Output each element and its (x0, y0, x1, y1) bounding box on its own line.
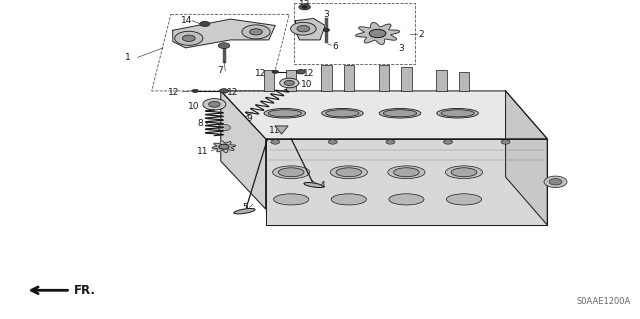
Circle shape (299, 4, 310, 10)
Circle shape (544, 176, 567, 188)
Text: 14: 14 (180, 16, 192, 25)
Circle shape (296, 70, 305, 74)
Polygon shape (356, 23, 399, 44)
Text: FR.: FR. (74, 284, 95, 297)
Text: 5: 5 (242, 204, 248, 212)
Ellipse shape (447, 194, 482, 205)
Circle shape (501, 140, 510, 144)
Ellipse shape (445, 166, 483, 179)
Circle shape (218, 124, 230, 131)
Ellipse shape (383, 110, 417, 117)
Ellipse shape (268, 110, 301, 117)
Polygon shape (221, 91, 266, 209)
Ellipse shape (451, 168, 477, 177)
Text: 8: 8 (197, 119, 203, 128)
Circle shape (284, 80, 294, 85)
Ellipse shape (274, 194, 309, 205)
Ellipse shape (388, 194, 424, 205)
Text: 7: 7 (218, 66, 223, 75)
Text: 12: 12 (303, 69, 315, 78)
Text: 11: 11 (269, 126, 280, 135)
Polygon shape (173, 19, 275, 48)
Ellipse shape (278, 168, 304, 177)
Ellipse shape (379, 108, 421, 118)
Bar (401, 67, 412, 91)
Circle shape (218, 43, 230, 48)
Ellipse shape (330, 166, 367, 179)
Ellipse shape (332, 194, 367, 205)
Circle shape (297, 26, 310, 32)
Circle shape (182, 35, 195, 41)
Circle shape (242, 25, 270, 39)
Text: 12: 12 (255, 69, 266, 78)
Text: 6: 6 (333, 42, 339, 51)
Bar (436, 70, 447, 91)
Polygon shape (221, 91, 547, 139)
Ellipse shape (326, 110, 359, 117)
Polygon shape (266, 139, 547, 225)
Bar (459, 72, 469, 91)
Circle shape (272, 70, 278, 73)
Ellipse shape (394, 168, 419, 177)
Circle shape (328, 140, 337, 144)
Text: 4: 4 (320, 181, 326, 190)
Text: 2: 2 (418, 30, 424, 39)
Bar (344, 65, 354, 91)
Ellipse shape (441, 110, 474, 117)
Ellipse shape (264, 108, 306, 118)
Circle shape (280, 78, 299, 88)
Text: 10: 10 (188, 102, 200, 111)
Ellipse shape (436, 108, 479, 118)
Bar (264, 70, 274, 91)
Circle shape (200, 21, 210, 26)
Bar (321, 65, 332, 91)
Circle shape (302, 6, 307, 8)
Bar (379, 65, 389, 91)
Circle shape (175, 31, 203, 45)
Circle shape (220, 89, 228, 93)
Ellipse shape (304, 182, 323, 188)
Circle shape (271, 140, 280, 144)
Text: S0AAE1200A: S0AAE1200A (576, 297, 630, 306)
Bar (286, 70, 296, 91)
Ellipse shape (336, 168, 362, 177)
Text: 12: 12 (168, 88, 179, 97)
Circle shape (219, 144, 229, 149)
Ellipse shape (322, 108, 364, 118)
Text: 13: 13 (299, 0, 310, 9)
Polygon shape (294, 19, 325, 40)
Polygon shape (212, 141, 236, 152)
Circle shape (323, 28, 330, 32)
Ellipse shape (273, 166, 310, 179)
Polygon shape (506, 91, 547, 225)
Circle shape (549, 179, 562, 185)
Text: 3: 3 (323, 10, 329, 19)
Text: 9: 9 (246, 114, 252, 122)
Circle shape (386, 140, 395, 144)
Circle shape (444, 140, 452, 144)
Circle shape (209, 101, 220, 107)
Circle shape (369, 29, 386, 38)
Ellipse shape (388, 166, 425, 179)
Polygon shape (275, 126, 288, 134)
Ellipse shape (234, 208, 255, 214)
Text: 3: 3 (398, 44, 404, 53)
Circle shape (203, 99, 226, 110)
Text: 10: 10 (301, 80, 312, 89)
Text: 1: 1 (125, 53, 131, 62)
Circle shape (192, 89, 198, 93)
Circle shape (291, 22, 316, 35)
Circle shape (250, 29, 262, 35)
Text: 12: 12 (227, 88, 239, 97)
Text: 11: 11 (197, 147, 209, 156)
